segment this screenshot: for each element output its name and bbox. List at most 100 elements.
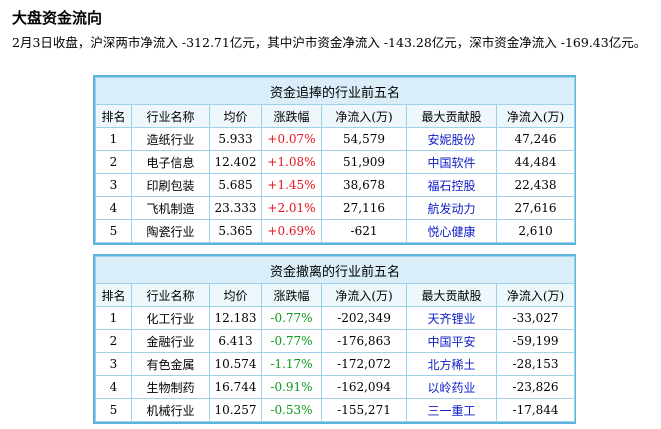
cell-top-stock[interactable]: 悦心健康 <box>406 219 497 243</box>
table-row: 2 电子信息 12.402 +1.08% 51,909 中国软件 44,484 <box>95 150 576 174</box>
table-row: 2 金融行业 6.413 -0.77% -176,863 中国平安 -59,199 <box>95 329 576 353</box>
cell-industry: 印刷包装 <box>131 173 210 197</box>
table-row: 3 有色金属 10.574 -1.17% -172,072 北方稀土 -28,153 <box>95 352 576 376</box>
table-row: 4 生物制药 16.744 -0.91% -162,094 以岭药业 -23,826 <box>95 375 576 399</box>
cell-stock-inflow: 2,610 <box>495 219 576 243</box>
cell-change: -0.77% <box>261 306 322 330</box>
cell-top-stock[interactable]: 航发动力 <box>406 196 497 220</box>
cell-top-stock[interactable]: 中国软件 <box>406 150 497 174</box>
header-rank: 排名 <box>95 104 132 128</box>
outflow-table-caption: 资金撤离的行业前五名 <box>94 256 576 284</box>
inflow-table: 资金追捧的行业前五名 排名 行业名称 均价 涨跌幅 净流入(万) 最大贡献股 净… <box>94 77 576 243</box>
header-avg-price: 均价 <box>209 283 262 307</box>
cell-net-inflow: -176,863 <box>321 329 407 353</box>
header-change: 涨跌幅 <box>261 104 322 128</box>
table-row: 5 陶瓷行业 5.365 +0.69% -621 悦心健康 2,610 <box>95 219 576 243</box>
cell-avg-price: 5.365 <box>209 219 262 243</box>
cell-industry: 造纸行业 <box>131 127 210 151</box>
cell-top-stock[interactable]: 天齐锂业 <box>406 306 497 330</box>
header-avg-price: 均价 <box>209 104 262 128</box>
cell-net-inflow: 27,116 <box>321 196 407 220</box>
cell-avg-price: 10.574 <box>209 352 262 376</box>
cell-net-inflow: -162,094 <box>321 375 407 399</box>
cell-industry: 陶瓷行业 <box>131 219 210 243</box>
cell-rank: 4 <box>95 375 132 399</box>
cell-stock-inflow: -23,826 <box>495 375 576 399</box>
inflow-header-row: 排名 行业名称 均价 涨跌幅 净流入(万) 最大贡献股 净流入(万) <box>95 104 576 128</box>
cell-industry: 化工行业 <box>131 306 210 330</box>
table-row: 1 造纸行业 5.933 +0.07% 54,579 安妮股份 47,246 <box>95 127 576 151</box>
header-top-stock: 最大贡献股 <box>406 283 497 307</box>
cell-industry: 有色金属 <box>131 352 210 376</box>
cell-avg-price: 5.685 <box>209 173 262 197</box>
cell-avg-price: 5.933 <box>209 127 262 151</box>
cell-rank: 2 <box>95 329 132 353</box>
outflow-table-box: 资金撤离的行业前五名 排名 行业名称 均价 涨跌幅 净流入(万) 最大贡献股 净… <box>93 254 576 424</box>
cell-net-inflow: 54,579 <box>321 127 407 151</box>
cell-rank: 3 <box>95 352 132 376</box>
cell-industry: 金融行业 <box>131 329 210 353</box>
cell-top-stock[interactable]: 三一重工 <box>406 398 497 422</box>
header-industry: 行业名称 <box>131 283 210 307</box>
header-rank: 排名 <box>95 283 132 307</box>
cell-industry: 生物制药 <box>131 375 210 399</box>
inflow-table-box: 资金追捧的行业前五名 排名 行业名称 均价 涨跌幅 净流入(万) 最大贡献股 净… <box>93 75 576 245</box>
cell-avg-price: 6.413 <box>209 329 262 353</box>
cell-top-stock[interactable]: 安妮股份 <box>406 127 497 151</box>
cell-stock-inflow: -33,027 <box>495 306 576 330</box>
cell-change: -1.17% <box>261 352 322 376</box>
cell-net-inflow: 51,909 <box>321 150 407 174</box>
cell-industry: 电子信息 <box>131 150 210 174</box>
cell-net-inflow: -621 <box>321 219 407 243</box>
cell-top-stock[interactable]: 福石控股 <box>406 173 497 197</box>
cell-change: +1.08% <box>261 150 322 174</box>
cell-stock-inflow: -59,199 <box>495 329 576 353</box>
cell-stock-inflow: 22,438 <box>495 173 576 197</box>
cell-avg-price: 12.183 <box>209 306 262 330</box>
cell-net-inflow: 38,678 <box>321 173 407 197</box>
header-industry: 行业名称 <box>131 104 210 128</box>
header-top-stock: 最大贡献股 <box>406 104 497 128</box>
page-title: 大盘资金流向 <box>12 9 103 27</box>
outflow-table: 资金撤离的行业前五名 排名 行业名称 均价 涨跌幅 净流入(万) 最大贡献股 净… <box>94 256 576 422</box>
cell-stock-inflow: 47,246 <box>495 127 576 151</box>
table-row: 4 飞机制造 23.333 +2.01% 27,116 航发动力 27,616 <box>95 196 576 220</box>
cell-change: -0.91% <box>261 375 322 399</box>
table-row: 5 机械行业 10.257 -0.53% -155,271 三一重工 -17,844 <box>95 398 576 422</box>
cell-rank: 5 <box>95 219 132 243</box>
cell-rank: 1 <box>95 306 132 330</box>
cell-avg-price: 23.333 <box>209 196 262 220</box>
cell-avg-price: 16.744 <box>209 375 262 399</box>
cell-avg-price: 12.402 <box>209 150 262 174</box>
cell-top-stock[interactable]: 以岭药业 <box>406 375 497 399</box>
table-row: 3 印刷包装 5.685 +1.45% 38,678 福石控股 22,438 <box>95 173 576 197</box>
header-net-inflow: 净流入(万) <box>321 283 407 307</box>
cell-stock-inflow: 27,616 <box>495 196 576 220</box>
cell-industry: 机械行业 <box>131 398 210 422</box>
cell-change: +2.01% <box>261 196 322 220</box>
cell-net-inflow: -172,072 <box>321 352 407 376</box>
table-row: 1 化工行业 12.183 -0.77% -202,349 天齐锂业 -33,027 <box>95 306 576 330</box>
cell-stock-inflow: -17,844 <box>495 398 576 422</box>
cell-stock-inflow: -28,153 <box>495 352 576 376</box>
header-stock-inflow: 净流入(万) <box>495 283 576 307</box>
cell-change: +0.07% <box>261 127 322 151</box>
cell-change: -0.53% <box>261 398 322 422</box>
cell-top-stock[interactable]: 中国平安 <box>406 329 497 353</box>
header-stock-inflow: 净流入(万) <box>495 104 576 128</box>
header-change: 涨跌幅 <box>261 283 322 307</box>
cell-rank: 1 <box>95 127 132 151</box>
header-net-inflow: 净流入(万) <box>321 104 407 128</box>
cell-rank: 3 <box>95 173 132 197</box>
market-summary: 2月3日收盘，沪深两市净流入 -312.71亿元，其中沪市资金净流入 -143.… <box>12 35 647 50</box>
cell-change: -0.77% <box>261 329 322 353</box>
cell-top-stock[interactable]: 北方稀土 <box>406 352 497 376</box>
cell-stock-inflow: 44,484 <box>495 150 576 174</box>
cell-net-inflow: -202,349 <box>321 306 407 330</box>
cell-rank: 5 <box>95 398 132 422</box>
cell-rank: 2 <box>95 150 132 174</box>
cell-rank: 4 <box>95 196 132 220</box>
cell-industry: 飞机制造 <box>131 196 210 220</box>
cell-avg-price: 10.257 <box>209 398 262 422</box>
